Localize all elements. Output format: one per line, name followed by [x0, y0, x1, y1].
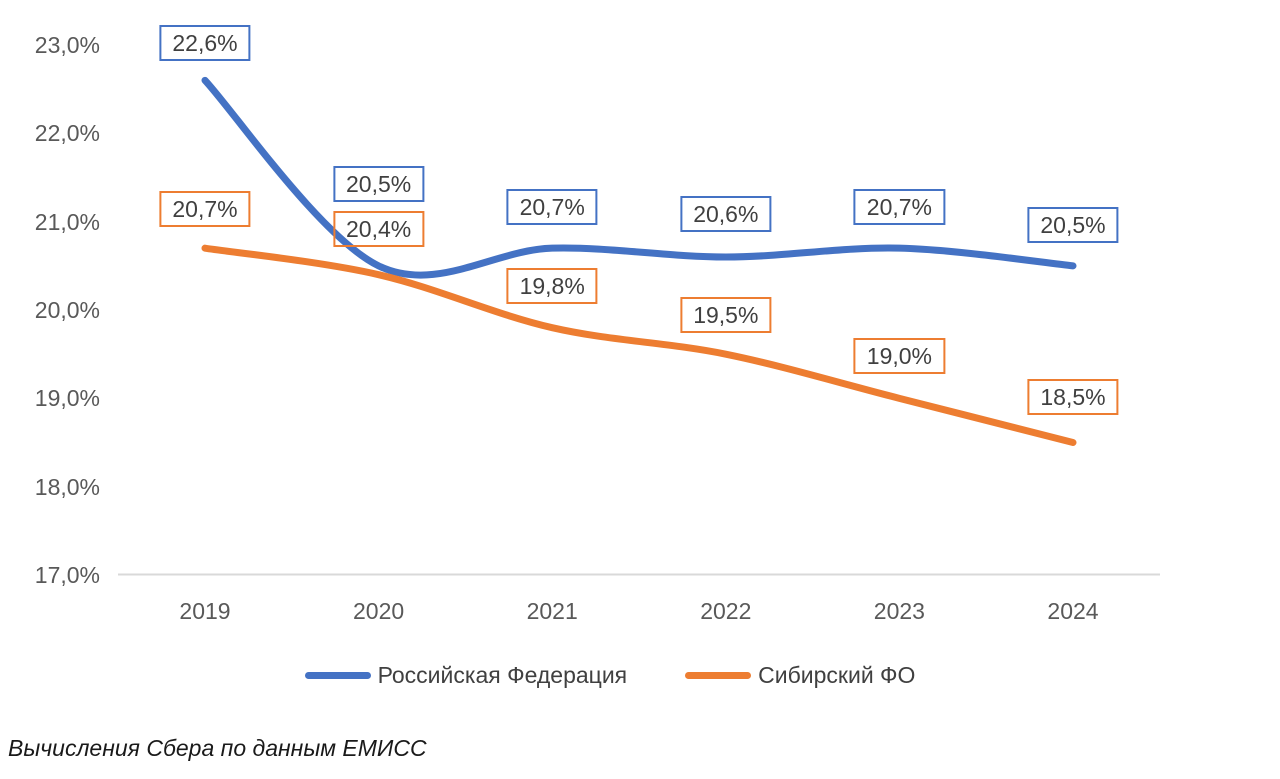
x-tick-label: 2021: [526, 598, 578, 624]
legend-item-rf: Российская Федерация: [304, 662, 628, 689]
legend-label: Сибирский ФО: [758, 662, 916, 688]
data-label: 20,7%: [159, 191, 251, 228]
legend: Российская Федерация Сибирский ФО: [60, 662, 1160, 689]
series-line-rf: [201, 76, 1077, 279]
x-tick-label: 2023: [873, 598, 925, 624]
series-line-sfo: [201, 244, 1077, 447]
x-tick-label: 2024: [1047, 598, 1099, 624]
data-label: 19,5%: [680, 297, 772, 334]
y-tick-label: 21,0%: [34, 208, 100, 235]
data-label: 18,5%: [1027, 378, 1119, 415]
y-tick-label: 22,0%: [34, 120, 100, 147]
data-label: 20,4%: [332, 210, 425, 247]
y-tick-label: 19,0%: [34, 385, 100, 412]
legend-label: Российская Федерация: [377, 662, 628, 688]
legend-item-sfo: Сибирский ФО: [685, 662, 915, 689]
data-label: 19,0%: [853, 338, 945, 375]
y-tick-label: 23,0%: [34, 32, 100, 59]
data-label: 20,5%: [1027, 206, 1119, 243]
chart-source-caption: Вычисления Сбера по данным ЕМИСС: [8, 735, 427, 761]
data-label: 20,5%: [332, 165, 425, 202]
y-tick-label: 20,0%: [34, 297, 100, 323]
x-tick-label: 2020: [353, 598, 405, 624]
data-label: 20,7%: [853, 189, 945, 226]
legend-line-marker: [304, 672, 371, 679]
legend-line-marker: [685, 672, 752, 679]
x-tick-label: 2019: [179, 598, 231, 624]
y-tick-label: 17,0%: [34, 562, 100, 588]
y-tick-label: 18,0%: [34, 473, 100, 500]
data-label: 19,8%: [506, 267, 598, 304]
data-label: 20,6%: [680, 196, 772, 232]
data-label: 22,6%: [159, 25, 251, 62]
data-label: 20,7%: [506, 189, 598, 226]
x-tick-label: 2022: [700, 598, 752, 624]
